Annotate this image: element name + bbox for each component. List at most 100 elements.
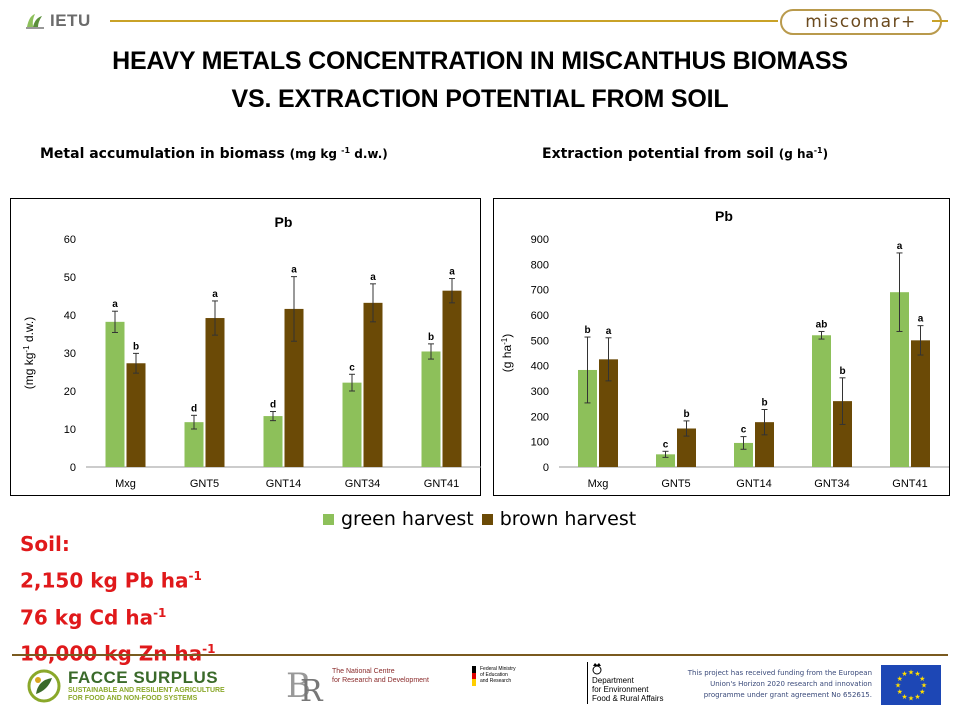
y-tick-label: 500 — [531, 335, 549, 347]
legend-label-brown: brown harvest — [499, 508, 637, 530]
ncbr-logo: B R The National Centre for Research and… — [286, 665, 429, 703]
royal-crest-icon — [592, 663, 602, 675]
bar-brown — [205, 318, 225, 467]
legend-item-brown: brown harvest — [481, 508, 637, 530]
right-unit-sup: -1 — [813, 146, 823, 155]
eu-star: ★ — [901, 693, 907, 701]
significance-letter: ab — [816, 319, 828, 330]
extraction-pb-chart: Pb (g ha-1) 0 100 200 300 400 500 600 700 800 900 Mx… — [493, 198, 950, 496]
eu-star: ★ — [908, 695, 914, 703]
y-axis-label-a: (g ha — [500, 345, 514, 373]
right-unit-b: ) — [822, 147, 829, 161]
eu-star: ★ — [919, 688, 925, 696]
biomass-pb-chart-svg: Pb (mg kg-1 d.w.) 0 10 20 30 40 50 60 Mxg a b GNT5 d a… — [22, 214, 481, 490]
ncbr-line1: The National Centre — [332, 668, 395, 675]
y-tick-label: 30 — [64, 348, 76, 360]
x-tick-label: GNT34 — [345, 478, 380, 490]
defra-line2: for Environment — [592, 685, 649, 694]
bar-brown — [599, 359, 618, 467]
left-subtitle-unit: (mg kg -1 d.w.) — [290, 146, 388, 161]
left-unit-sup: -1 — [341, 146, 351, 155]
eu-star: ★ — [897, 675, 903, 683]
funding-line1: This project has received funding from t… — [687, 669, 872, 677]
bar-brown — [126, 363, 146, 467]
significance-letter: c — [663, 439, 669, 450]
bar-brown — [833, 401, 852, 467]
footer-divider — [12, 654, 948, 656]
bar-green — [734, 442, 753, 467]
x-tick-label: GNT41 — [424, 478, 459, 490]
bmbf-line2: of Education — [480, 672, 508, 678]
y-axis-label-b: ) — [500, 334, 514, 338]
ncbr-line2: for Research and Development — [332, 677, 429, 684]
x-tick-label: GNT14 — [736, 478, 771, 490]
bar-green — [578, 369, 597, 467]
y-tick-label: 800 — [531, 259, 549, 271]
significance-letter: c — [741, 425, 747, 436]
eu-star: ★ — [919, 675, 925, 683]
right-unit-a: (g ha — [778, 147, 814, 161]
y-tick-label: 0 — [70, 462, 76, 474]
legend-item-green: green harvest — [323, 508, 474, 530]
significance-letter: b — [683, 409, 689, 420]
soil-cd-line: 76 kg Cd ha-1 — [20, 597, 216, 634]
y-axis-label-b: d.w.) — [22, 317, 36, 346]
right-chart-subtitle: Extraction potential from soil (g ha-1) — [542, 146, 828, 162]
left-subtitle-main: Metal accumulation in biomass — [40, 146, 285, 162]
significance-letter: a — [112, 299, 118, 310]
page-title: HEAVY METALS CONCENTRATION IN MISCANTHUS… — [0, 42, 960, 118]
soil-pb-sup: -1 — [188, 569, 202, 583]
defra-line1: Department — [592, 676, 634, 685]
right-subtitle-unit: (g ha-1) — [778, 146, 829, 161]
significance-letter: a — [370, 272, 376, 283]
soil-cd-sup: -1 — [153, 605, 167, 620]
eu-star: ★ — [895, 682, 901, 690]
eu-star: ★ — [901, 670, 907, 678]
significance-letter: b — [584, 325, 590, 336]
bar-brown — [755, 422, 774, 467]
legend-swatch-green — [323, 513, 334, 525]
significance-letter: b — [839, 366, 845, 377]
ietu-logo: IETU — [24, 8, 91, 34]
y-tick-label: 600 — [531, 310, 549, 322]
bar-green — [890, 292, 909, 467]
bar-brown — [363, 302, 383, 467]
defra-bar — [587, 662, 588, 704]
soil-pb-line: 2,150 kg Pb ha-1 — [20, 560, 216, 597]
significance-letter: a — [291, 265, 297, 276]
significance-letter: a — [606, 326, 612, 337]
y-tick-label: 400 — [531, 361, 549, 373]
ncbr-br-icon: B R — [286, 666, 324, 703]
x-tick-label: GNT34 — [814, 478, 849, 490]
y-axis-label: (g ha-1) — [500, 334, 515, 372]
significance-letter: b — [133, 341, 139, 352]
header-divider — [110, 20, 778, 22]
bar-green — [263, 416, 283, 467]
funding-line3: programme under grant agreement No 65261… — [703, 691, 872, 699]
y-tick-label: 10 — [64, 424, 76, 436]
defra-line3: Food & Rural Affairs — [592, 694, 664, 703]
funding-line2: Union's Horizon 2020 research and innova… — [710, 680, 872, 688]
german-flag-icon — [472, 666, 476, 687]
facce-title: FACCE SURPLUS — [68, 668, 219, 687]
significance-letter: a — [918, 314, 924, 325]
soil-cd-text: 76 kg Cd ha — [20, 605, 154, 630]
significance-letter: a — [212, 289, 218, 300]
significance-letter: b — [761, 397, 767, 408]
legend-swatch-brown — [481, 513, 493, 525]
bar-green — [184, 422, 204, 467]
bar-brown — [284, 308, 304, 467]
bmbf-line3: and Research — [480, 678, 512, 684]
eu-star: ★ — [914, 693, 920, 701]
y-axis-label-sup: -1 — [500, 337, 509, 345]
left-chart-subtitle: Metal accumulation in biomass (mg kg -1 … — [40, 146, 388, 162]
eu-flag-bg — [881, 665, 941, 705]
y-axis-label-a: (mg kg — [22, 353, 36, 390]
miscomar-logo: miscomar+ — [780, 9, 942, 35]
bar-green — [421, 351, 441, 467]
soil-heading: Soil: — [20, 532, 70, 556]
significance-letter: d — [191, 403, 197, 414]
soil-zn-line: 10,000 kg Zn ha-1 — [20, 633, 216, 670]
chart-title: Pb — [715, 208, 733, 224]
svg-text:B: B — [286, 666, 311, 703]
